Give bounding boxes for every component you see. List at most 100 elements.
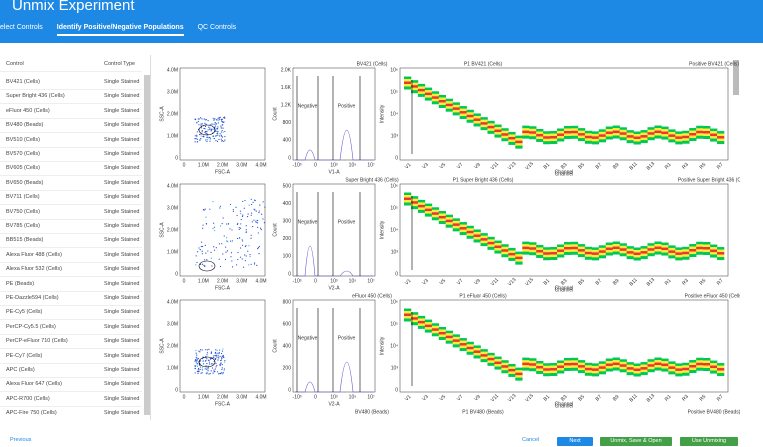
spectrum-cell — [710, 131, 718, 135]
event-dot — [209, 138, 211, 140]
event-dot — [196, 134, 198, 136]
spectrum-cell — [619, 245, 627, 249]
spectrum-cell — [404, 84, 412, 87]
table-row[interactable]: Alexa Fluor 647 (Cells) Single Stained — [0, 377, 142, 393]
use-button[interactable]: Use Unmixing — [680, 437, 738, 446]
control-type: Single Stained — [104, 194, 140, 201]
event-dot — [226, 237, 228, 239]
spectrum-cell — [654, 135, 662, 139]
spectrum-cell — [431, 325, 440, 329]
table-row[interactable]: BV510 (Cells) Single Stained — [0, 133, 142, 148]
spectrum-cell — [696, 360, 704, 364]
spectrum-cell — [550, 257, 558, 261]
event-dot — [199, 139, 201, 141]
spectrum-cell — [410, 312, 419, 316]
scrollbar[interactable] — [733, 60, 739, 95]
spectrum-cell — [577, 246, 586, 250]
event-dot — [201, 118, 203, 120]
table-row[interactable]: PE-Dazzle594 (Cells) Single Stained — [0, 291, 142, 306]
next-button[interactable]: Next — [557, 437, 593, 446]
table-row[interactable]: BV650 (Beads) Single Stained — [0, 176, 142, 191]
spectrum-cell — [584, 372, 593, 376]
spectrum-cell — [668, 255, 676, 259]
table-row[interactable]: BB515 (Beads) Single Stained — [0, 233, 142, 249]
event-dot — [210, 352, 212, 355]
channel-label: V5 — [439, 394, 448, 403]
x-tick-label: 0 — [314, 394, 317, 400]
table-row[interactable]: PE-Cy5 (Cells) Single Stained — [0, 305, 142, 321]
x-axis-label: Channel — [555, 285, 574, 291]
table-row[interactable]: APC (Cells) Single Stained — [0, 363, 142, 378]
spectrum-cell — [543, 141, 551, 145]
spectrum-cell — [417, 91, 426, 95]
event-dot — [239, 210, 242, 212]
table-row[interactable]: BV711 (Cells) Single Stained — [0, 190, 142, 206]
plot-title: Positive eFluor 450 (Cells) — [685, 293, 740, 299]
table-row[interactable]: PerCP-eFluor 710 (Cells) Single Stained — [0, 334, 142, 350]
tab[interactable]: elect Controls — [0, 24, 43, 31]
control-table: Control Control Type BV421 (Cells) Single S… — [0, 55, 151, 420]
scrollbar[interactable] — [144, 75, 150, 415]
spectrum-cell — [557, 360, 565, 364]
cancel-button[interactable]: Cancel — [522, 437, 540, 443]
y-tick-label: 3.0M — [167, 89, 178, 95]
spectrum-cell — [459, 116, 467, 120]
table-row[interactable]: PE (Beads) Single Stained — [0, 277, 142, 292]
table-row[interactable]: BV785 (Cells) Single Stained — [0, 219, 142, 234]
table-row[interactable]: BV605 (Cells) Single Stained — [0, 161, 142, 177]
table-row[interactable]: BV421 (Cells) Single Stained — [0, 75, 142, 90]
spectrum-cell — [654, 360, 662, 364]
spectrum-cell — [445, 108, 453, 112]
spectrum-cell — [633, 368, 641, 372]
table-row[interactable]: Alexa Fluor 488 (Cells) Single Stained — [0, 248, 142, 263]
spectrum-cell — [494, 132, 502, 136]
event-dot — [250, 198, 252, 200]
previous-button[interactable]: Previous — [10, 437, 32, 443]
control-name: APC (Cells) — [6, 367, 35, 373]
table-row[interactable]: Super Bright 436 (Cells) Single Stained — [0, 89, 142, 105]
event-dot — [241, 240, 244, 242]
table-row[interactable]: eFluor 450 (Cells) Single Stained — [0, 104, 142, 119]
spectrum-cell — [668, 361, 676, 365]
spectrum-cell — [703, 136, 711, 140]
tab[interactable]: QC Controls — [197, 24, 237, 31]
event-dot — [238, 237, 240, 239]
table-row[interactable]: BV750 (Cells) Single Stained — [0, 205, 142, 220]
table-row[interactable]: PerCP-Cy5.5 (Cells) Single Stained — [0, 320, 142, 335]
table-row[interactable]: PE-Cy7 (Cells) Single Stained — [0, 349, 142, 364]
event-dot — [247, 213, 249, 215]
spectrum-cell — [543, 133, 551, 137]
control-name: BV650 (Beads) — [6, 179, 44, 186]
spectrum-cell — [682, 135, 690, 139]
spectrum-cell — [633, 252, 641, 256]
table-row[interactable]: BV570 (Cells) Single Stained — [0, 147, 142, 162]
event-dot — [259, 204, 261, 206]
event-dot — [201, 131, 203, 133]
event-dot — [244, 199, 246, 202]
table-row[interactable]: APC-R700 (Cells) Single Stained — [0, 392, 142, 407]
save-open-button[interactable]: Unmix, Save & Open — [600, 437, 672, 446]
spectrum-cell — [682, 365, 690, 369]
spectrum-cell — [598, 134, 607, 138]
spectrum-cell — [661, 358, 669, 362]
spectrum-cell — [654, 244, 662, 248]
spectrum-cell — [570, 135, 579, 139]
spectrum-cell — [557, 130, 565, 134]
event-dot — [204, 131, 207, 133]
table-row[interactable]: BV480 (Beads) Single Stained — [0, 118, 142, 134]
event-dot — [206, 130, 208, 133]
event-dot — [205, 365, 207, 367]
spectrum-cell — [417, 209, 426, 213]
spectrum-cell — [570, 367, 579, 371]
event-dot — [207, 129, 209, 131]
spectrum-cell — [431, 217, 440, 221]
table-row[interactable]: APC-Fire 750 (Cells) Single Stained — [0, 406, 142, 420]
event-dot — [258, 245, 260, 248]
table-row[interactable]: Alexa Fluor 532 (Cells) Single Stained — [0, 262, 142, 278]
channel-label: B1 — [543, 278, 552, 287]
spectrum-cell — [654, 130, 662, 134]
tab-active[interactable]: Identify Positive/Negative Populations — [56, 24, 184, 36]
event-dot — [249, 254, 251, 256]
channel-label: B7 — [595, 278, 604, 287]
